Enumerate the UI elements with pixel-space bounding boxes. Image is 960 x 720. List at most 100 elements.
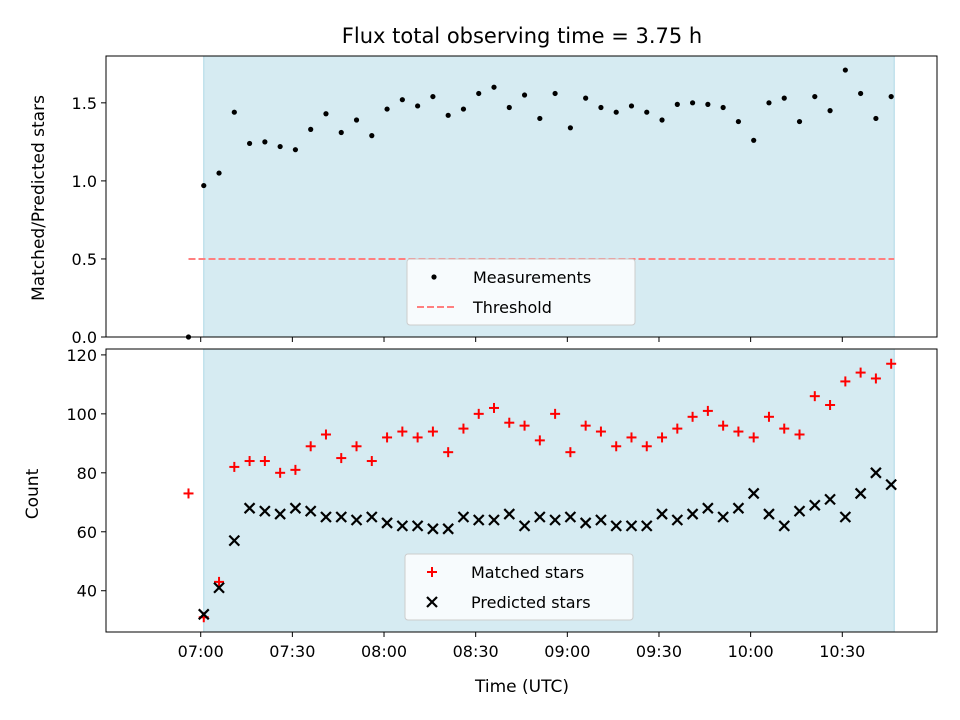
measurement-point — [735, 118, 742, 125]
matched-star-point — [183, 488, 194, 499]
measurement-point — [460, 106, 467, 112]
measurement-point — [827, 108, 833, 114]
measurement-point — [415, 103, 421, 109]
matched-star-point — [489, 402, 500, 413]
top-y-tick-label: 1.0 — [72, 172, 97, 191]
predicted-star-point — [427, 523, 439, 535]
matched-star-point — [672, 423, 683, 434]
matched-star-point — [794, 429, 805, 440]
measurement-point — [644, 109, 650, 115]
matched-star-point — [412, 432, 423, 443]
legend-label: Matched stars — [471, 563, 584, 582]
predicted-star-point — [411, 520, 424, 532]
matched-star-point — [229, 461, 240, 472]
top-panel: 0.0 0.5 1.0 1.5 Measurements Threshold — [72, 55, 938, 347]
measurement-point — [308, 126, 314, 132]
bottom-y-axis-label: Count — [23, 468, 43, 519]
measurement-point — [277, 143, 283, 150]
top-y-tick-label: 0.0 — [72, 328, 97, 347]
measurement-point — [246, 140, 253, 147]
measurement-point — [216, 170, 222, 176]
measurement-point — [476, 90, 482, 97]
predicted-star-point — [243, 502, 256, 514]
predicted-star-point — [289, 502, 302, 514]
measurement-point — [796, 118, 803, 125]
predicted-star-point — [534, 511, 546, 523]
predicted-star-point — [274, 508, 286, 520]
predicted-star-point — [656, 508, 668, 520]
bottom-y-tick-label: 40 — [77, 582, 97, 601]
matched-star-point — [366, 456, 377, 467]
predicted-star-point — [396, 520, 409, 532]
matched-star-point — [840, 376, 851, 387]
matched-star-point — [336, 453, 347, 464]
measurement-point — [842, 67, 848, 73]
measurement-point — [598, 104, 604, 111]
predicted-star-point — [213, 582, 225, 594]
measurement-point — [720, 104, 726, 111]
legend-box — [406, 258, 636, 326]
matched-star-point — [580, 420, 591, 431]
predicted-star-point — [702, 502, 714, 514]
matched-star-point — [382, 432, 393, 443]
matched-star-point — [458, 423, 469, 434]
matched-star-point — [748, 432, 759, 443]
measurement-point — [506, 104, 512, 111]
measurement-point — [751, 137, 757, 143]
bottom-y-tick-label: 60 — [77, 523, 97, 542]
measurement-point — [659, 117, 665, 123]
legend-item: Matched stars — [427, 563, 584, 582]
legend-item: Threshold — [417, 298, 552, 317]
predicted-star-point — [809, 499, 821, 512]
matched-star-point — [259, 456, 270, 467]
bottom-y-tick-label: 80 — [77, 464, 97, 483]
measurement-point — [613, 109, 619, 115]
predicted-star-point — [625, 520, 638, 532]
matched-star-point — [519, 420, 530, 431]
top-y-tick-label: 1.5 — [72, 94, 97, 113]
matched-star-point — [886, 358, 897, 369]
x-axis-label: Time (UTC) — [474, 677, 569, 697]
measurement-point — [323, 111, 329, 117]
predicted-star-point — [488, 514, 500, 526]
matched-star-point — [534, 435, 545, 446]
top-legend: Measurements Threshold — [406, 258, 636, 326]
measurement-point — [552, 90, 558, 97]
predicted-star-point — [870, 467, 882, 479]
measurement-point — [491, 84, 497, 90]
bottom-panel: 40 60 80 100 120 07:00 07:30 08:00 08:30 09:00 09:… — [66, 346, 938, 661]
measurement-point — [231, 109, 237, 115]
predicted-star-point — [457, 511, 470, 523]
measurement-point — [430, 93, 436, 100]
predicted-star-point — [335, 511, 348, 523]
x-tick-label: 07:00 — [178, 642, 224, 661]
top-axes-frame — [105, 55, 938, 338]
matched-star-point — [626, 432, 637, 443]
matched-star-point — [687, 411, 698, 422]
matched-star-point — [565, 447, 576, 458]
matched-star-point — [275, 467, 286, 478]
matched-star-point — [718, 420, 729, 431]
matched-star-point — [641, 441, 652, 452]
predicted-star-point — [381, 517, 393, 529]
x-tick-label: 08:00 — [361, 642, 407, 661]
predicted-star-point — [304, 505, 317, 517]
matched-star-point — [244, 456, 255, 467]
matched-star-point — [504, 417, 515, 428]
matched-star-point — [397, 426, 408, 437]
bottom-legend: Matched stars Predicted stars — [404, 553, 634, 621]
top-y-axis-label: Matched/Predicted stars — [29, 95, 49, 301]
matched-star-point — [825, 400, 836, 411]
measurement-point — [445, 112, 451, 118]
predicted-star-point — [824, 493, 836, 506]
measurement-point — [384, 106, 390, 112]
predicted-star-point — [717, 511, 729, 523]
predicted-star-point — [579, 517, 592, 529]
x-tick-label: 10:00 — [728, 642, 774, 661]
predicted-star-point — [732, 502, 745, 514]
predicted-star-point — [366, 511, 378, 523]
predicted-star-point — [320, 511, 332, 523]
measurement-point — [583, 95, 589, 101]
matched-star-point — [733, 426, 744, 437]
